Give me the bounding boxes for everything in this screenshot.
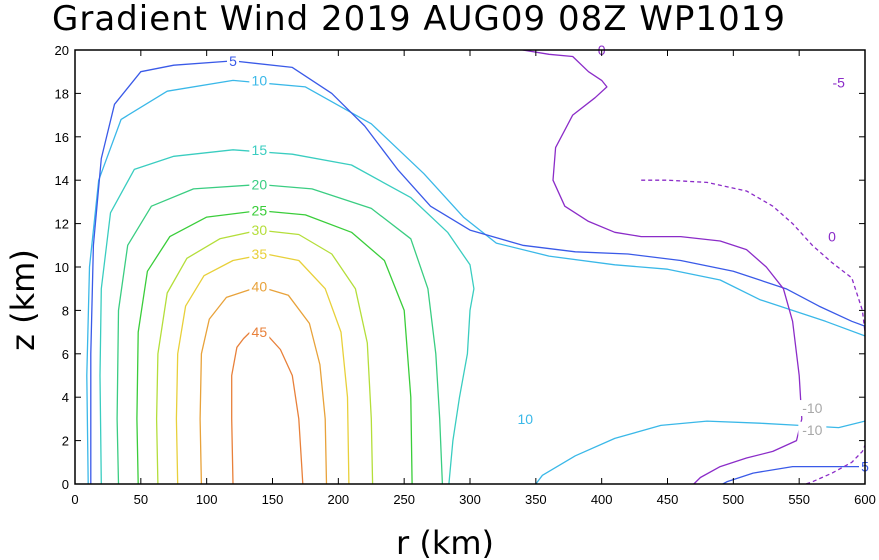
x-tick-label: 500 (722, 492, 744, 507)
y-tick-label: 14 (55, 173, 69, 188)
x-tick-label: 300 (459, 492, 481, 507)
contour-line-15 (99, 149, 475, 484)
y-tick-label: 18 (55, 86, 69, 101)
contour-label-background (798, 421, 827, 438)
contour-label: 20 (252, 177, 268, 193)
contour-label-background (828, 74, 849, 91)
contour-labels: 4540353025201510105500-5-10-10-10 (227, 42, 879, 475)
contour-label-background (249, 278, 270, 295)
contour-label-background (249, 222, 270, 239)
contour-label: 5 (229, 53, 237, 69)
contour-label-background (249, 72, 270, 89)
contour-label-background (877, 89, 879, 106)
contour-label: 40 (252, 279, 268, 295)
contour-line-40 (199, 285, 328, 484)
contour-label-background (249, 245, 270, 262)
x-tick-label: 600 (854, 492, 876, 507)
contour-label: 15 (252, 142, 268, 158)
x-tick-label: 450 (657, 492, 679, 507)
contour-label: 25 (252, 203, 268, 219)
contour-label: -10 (802, 400, 822, 416)
contour-line-20 (116, 183, 444, 484)
contour-label: 30 (252, 222, 268, 238)
contour-label: 35 (252, 246, 268, 262)
x-tick-label: 150 (262, 492, 284, 507)
contour-label: 10 (518, 411, 534, 427)
x-axis-title: r (km) (396, 524, 494, 560)
x-axis: 0 50 100 150 200 250 300 350 400 450 500 550 600 (71, 50, 876, 507)
contour-line-10 (86, 79, 865, 484)
y-tick-label: 4 (62, 390, 69, 405)
y-tick-label: 16 (55, 130, 69, 145)
contour-label: 45 (252, 324, 268, 340)
contour-label: -10 (802, 422, 822, 438)
y-tick-label: 12 (55, 217, 69, 232)
y-axis-title: z (km) (4, 249, 42, 351)
contour-label-background (826, 228, 839, 245)
x-tick-label: 200 (327, 492, 349, 507)
contour-line-45 (231, 331, 304, 484)
contour-line-30 (155, 229, 374, 484)
x-tick-label: 550 (788, 492, 810, 507)
y-tick-label: 6 (62, 347, 69, 362)
y-tick-label: 20 (55, 43, 69, 58)
y-tick-label: 8 (62, 303, 69, 318)
contour-label-background (249, 141, 270, 158)
contour-line-neg5 (641, 179, 865, 484)
contour-label: 10 (252, 72, 268, 88)
contour-line-0 (522, 50, 803, 484)
contour-lines (86, 50, 865, 484)
contour-line-5 (90, 60, 865, 484)
x-tick-label: 100 (196, 492, 218, 507)
x-tick-label: 50 (134, 492, 148, 507)
contour-label-background (227, 52, 239, 69)
x-tick-label: 400 (591, 492, 613, 507)
y-tick-label: 2 (62, 434, 69, 449)
plot-area: 4540353025201510105500-5-10-10-10 (74, 42, 879, 485)
x-tick-label: 250 (393, 492, 415, 507)
contour-label: 0 (828, 229, 836, 245)
contour-label: -5 (832, 75, 845, 91)
y-tick-label: 10 (55, 260, 69, 275)
y-tick-label: 0 (62, 477, 69, 492)
contour-label-background (249, 324, 270, 341)
contour-label-background (515, 410, 536, 427)
contour-label-background (249, 202, 270, 219)
x-tick-label: 0 (71, 492, 78, 507)
contour-label-background (798, 400, 827, 417)
x-tick-label: 350 (525, 492, 547, 507)
chart-title: Gradient Wind 2019 AUG09 08Z WP1019 (52, 0, 786, 39)
contour-label-background (249, 176, 270, 193)
y-axis: 0 2 4 6 8 10 12 14 16 18 20 (55, 43, 865, 492)
